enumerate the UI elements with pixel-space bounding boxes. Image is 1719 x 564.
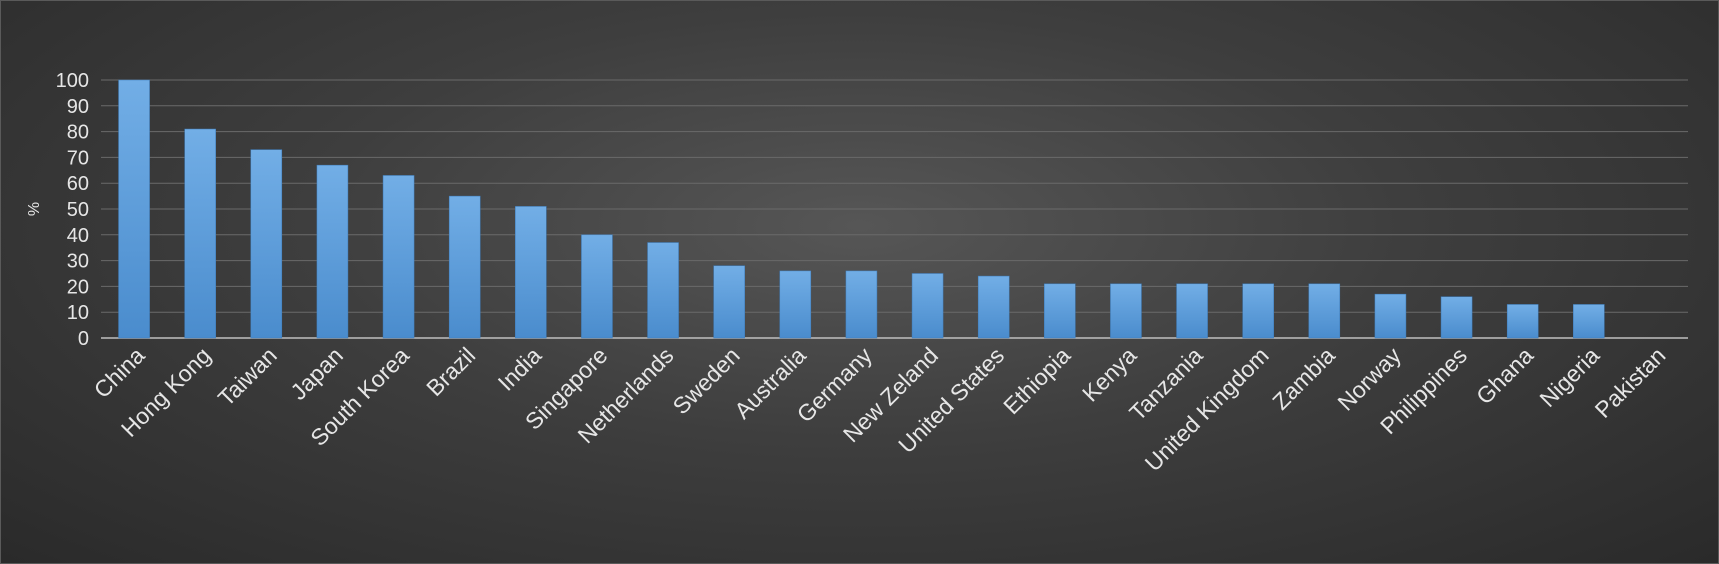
y-tick-label: 0 [78,328,89,350]
gridlines [101,79,1688,339]
y-tick-label: 30 [67,251,89,273]
y-tick-label: 40 [67,225,89,247]
bar-taiwan [250,149,283,339]
bar-south-korea [382,175,415,339]
x-tick-label: Ethiopia [998,342,1075,419]
bar-norway [1374,293,1407,339]
bar-netherlands [647,242,679,339]
x-tick-label: Japan [285,342,348,405]
bar-sweden [713,265,745,339]
x-tick-label: United Kingdom [1140,342,1274,476]
y-axis-ticks: 0 10 20 30 40 50 60 70 80 90 100 [56,70,89,350]
bar-nigeria [1573,304,1605,339]
y-tick-label: 60 [67,173,89,195]
bar-united-kingdom [1242,283,1274,339]
y-tick-label: 80 [67,122,89,144]
bar-philippines [1440,296,1473,339]
bar-china [118,79,150,339]
bar-hong-kong [184,128,216,339]
x-tick-label: China [89,342,150,403]
x-tick-label: Taiwan [213,342,282,411]
bar-germany [845,270,878,339]
y-axis-title: % [26,202,43,216]
x-tick-label: Pakistan [1590,342,1671,423]
x-tick-label: Ghana [1471,342,1538,409]
y-tick-label: 10 [67,302,89,324]
y-tick-label: 20 [67,276,89,298]
bar-ghana [1506,304,1539,339]
bars [118,79,1605,339]
bar-brazil [448,195,481,339]
bar-japan [316,164,349,339]
y-tick-label: 90 [67,96,89,118]
y-tick-label: 70 [67,147,89,169]
bar-new-zeland [911,273,944,339]
x-tick-label: Kenya [1077,342,1142,407]
bar-india [515,206,547,339]
x-tick-label: India [493,342,547,396]
bar-australia [779,270,812,339]
y-tick-label: 100 [56,70,89,92]
x-tick-label: Zambia [1267,342,1340,415]
bar-tanzania [1176,283,1208,339]
bar-kenya [1110,283,1142,339]
bar-ethiopia [1044,283,1076,339]
y-tick-label: 50 [67,199,89,221]
bar-zambia [1308,283,1341,339]
x-tick-label: Brazil [421,342,480,401]
bar-singapore [581,234,613,339]
bar-united-states [977,275,1010,339]
